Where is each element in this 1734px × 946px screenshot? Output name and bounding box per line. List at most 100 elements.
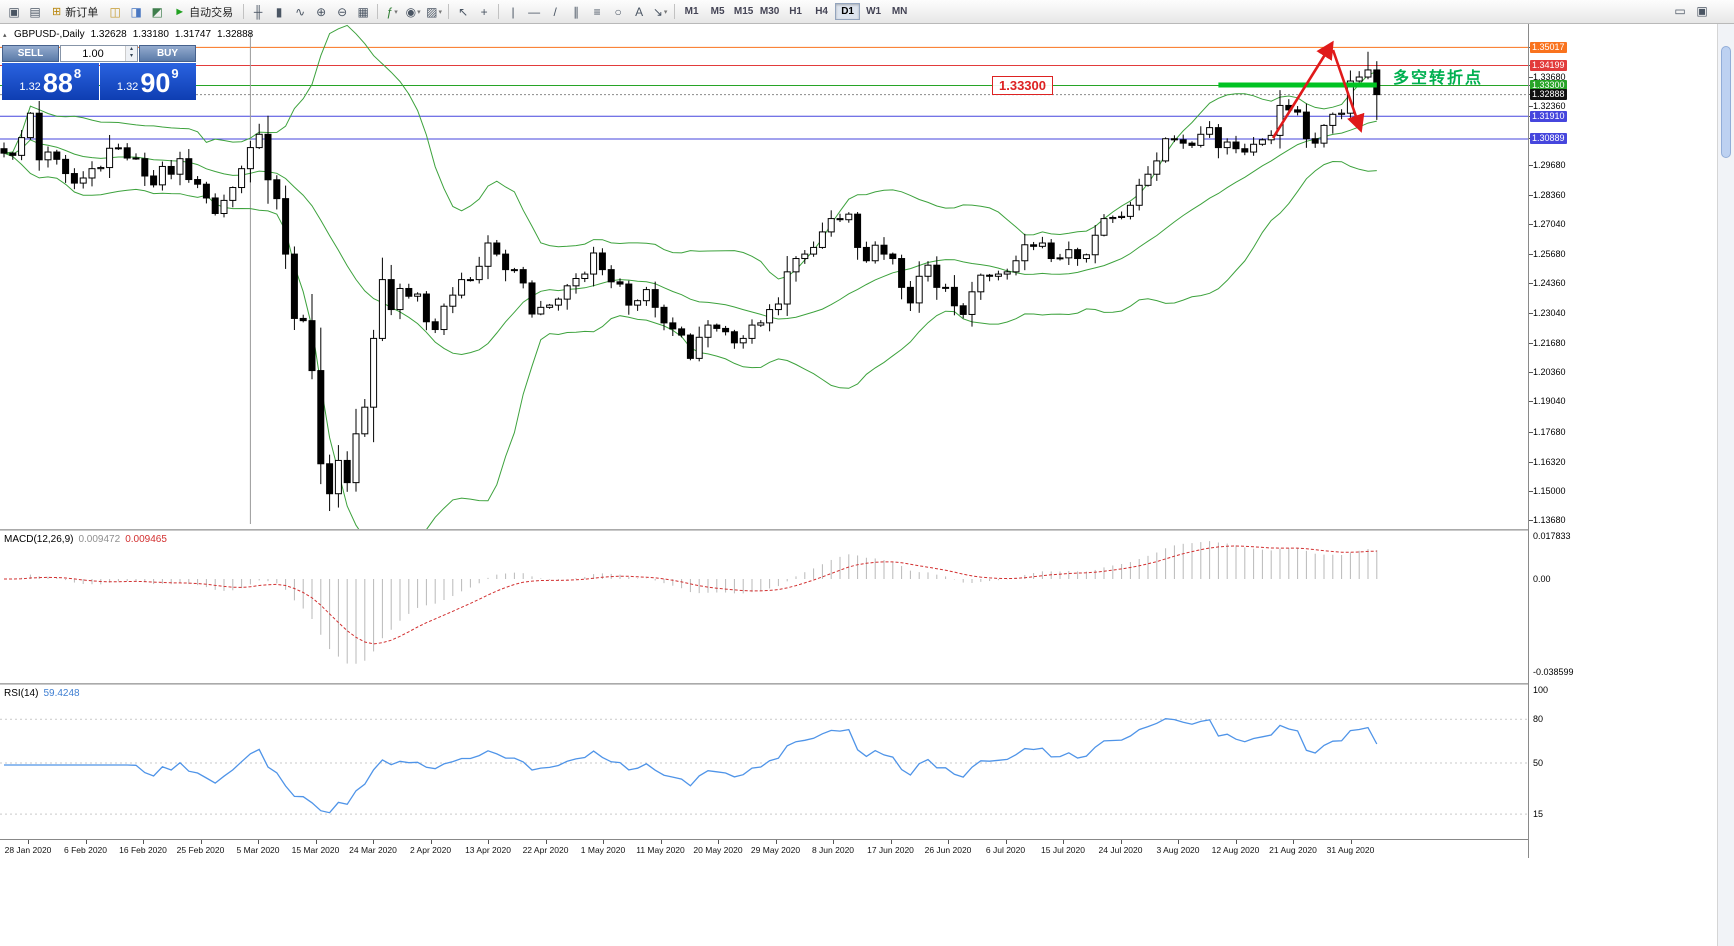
timeframe-m1[interactable]: M1 xyxy=(684,6,699,17)
date-tick xyxy=(1293,840,1294,844)
pane-separator[interactable] xyxy=(0,529,1568,531)
bars-chart-icon[interactable]: ╫ xyxy=(248,3,268,21)
date-axis-label: 6 Jul 2020 xyxy=(985,845,1026,855)
templates-icon[interactable]: ▨ ▾ xyxy=(424,3,444,21)
timeframe-m15[interactable]: M15 xyxy=(733,6,754,17)
text-tool-icon[interactable]: A xyxy=(629,3,649,21)
close-value: 1.32888 xyxy=(217,29,254,40)
crosshair-icon[interactable]: + xyxy=(474,3,494,21)
volume-input[interactable] xyxy=(61,46,125,61)
new-chart-icon[interactable]: ▣ xyxy=(4,3,24,21)
date-axis-label: 15 Mar 2020 xyxy=(291,845,340,855)
timeframe-w1[interactable]: W1 xyxy=(866,6,882,17)
timeframe-m30[interactable]: M30 xyxy=(759,6,780,17)
toolbar-separator xyxy=(243,4,245,19)
date-axis-label: 2 Apr 2020 xyxy=(409,845,452,855)
line-chart-icon[interactable]: ∿ xyxy=(290,3,310,21)
date-axis-label: 15 Jul 2020 xyxy=(1041,845,1085,855)
terminal-icon[interactable]: ◩ xyxy=(147,3,167,21)
date-axis-label: 16 Feb 2020 xyxy=(119,845,167,855)
volume-down-icon[interactable]: ▾ xyxy=(129,53,133,59)
window-layout-icon[interactable]: ▣ xyxy=(1696,4,1708,18)
date-tick xyxy=(1063,840,1064,844)
candles-layer xyxy=(0,51,1381,512)
shapes-tool-icon[interactable]: ○ xyxy=(608,3,628,21)
vertical-scrollbar[interactable] xyxy=(1717,24,1734,946)
date-axis[interactable]: 28 Jan 2020 6 Feb 2020 16 Feb 2020 25 Feb 2… xyxy=(0,840,1568,858)
turning-point-annotation[interactable]: 多空转折点 xyxy=(1393,70,1484,87)
candles-chart-icon[interactable]: ▮ xyxy=(269,3,289,21)
new-order-button[interactable]: ⊞ 新订单 xyxy=(46,3,104,21)
main-toolbar: ▣ ▤ ⊞ 新订单 ◫ ◨ ◩ ► 自动交易 ╫ ▮ ∿ ⊕ ⊖ ▦ ƒ ▾ ◉ ▾ ▨ ▾ ↖ + | — / ∥ ≡ ○ A ↘ ▾ M1 M… xyxy=(0,0,1734,24)
volume-up-icon[interactable]: ▴ xyxy=(129,46,133,52)
hline-tool-icon[interactable]: — xyxy=(524,3,544,21)
zoom-out-icon[interactable]: ⊖ xyxy=(332,3,352,21)
rsi-pane[interactable]: RSI(14) 59.4248 xyxy=(0,685,1528,839)
templates-icon-glyph: ▨ xyxy=(426,4,438,19)
macd-pane[interactable]: MACD(12,26,9) 0.009472 0.009465 xyxy=(0,531,1528,683)
price-chart-canvas[interactable] xyxy=(0,24,1528,530)
timeframe-h1[interactable]: H1 xyxy=(789,6,802,17)
chevron-down-icon: ▾ xyxy=(417,8,421,16)
indicators-icon[interactable]: ƒ ▾ xyxy=(382,3,402,21)
price-axis-label: 1.32888 xyxy=(1530,89,1567,101)
sell-price-box[interactable]: 1.32 88 8 xyxy=(2,63,99,100)
buy-price-box[interactable]: 1.32 90 9 xyxy=(99,63,196,100)
timeframe-h4[interactable]: H4 xyxy=(815,6,828,17)
vline-tool-icon[interactable]: | xyxy=(503,3,523,21)
one-click-trading-panel: SELL ▴ ▾ BUY 1.32 88 8 1.32 xyxy=(2,45,196,100)
date-tick xyxy=(1235,840,1237,844)
line-chart-icon-glyph: ∿ xyxy=(295,4,306,19)
scrollbar-thumb[interactable] xyxy=(1721,46,1731,158)
window-dock-icon[interactable]: ▭ xyxy=(1674,4,1686,18)
macd-canvas[interactable] xyxy=(0,531,1528,683)
price-level-annotation[interactable]: 1.33300 xyxy=(992,76,1053,95)
high-value: 1.33180 xyxy=(132,29,169,40)
tile-windows-icon[interactable]: ▦ xyxy=(353,3,373,21)
symbol-period-label: GBPUSD-,Daily xyxy=(14,29,85,40)
macd-main-value: 0.009472 xyxy=(78,534,121,545)
rsi-axis-label: 100 xyxy=(1533,684,1549,695)
trendline-tool-icon[interactable]: / xyxy=(545,3,565,21)
price-axis[interactable]: 1.35017 1.34199 1.33680 1.33300 1.32888 1.323… xyxy=(1528,24,1574,858)
axis-tick xyxy=(1529,342,1533,344)
marketwatch-icon-glyph: ◫ xyxy=(109,4,121,19)
bollinger-bands xyxy=(3,24,1377,530)
price-chart-pane[interactable]: ▴ GBPUSD-,Daily 1.32628 1.33180 1.31747 … xyxy=(0,24,1528,530)
zoom-in-icon[interactable]: ⊕ xyxy=(311,3,331,21)
date-axis-label: 24 Jul 2020 xyxy=(1098,845,1143,855)
axis-tick xyxy=(1529,372,1533,374)
navigator-icon-glyph: ◨ xyxy=(130,4,142,19)
navigator-icon[interactable]: ◨ xyxy=(126,3,146,21)
date-tick xyxy=(430,840,432,844)
arrows-tool-icon[interactable]: ↘ ▾ xyxy=(650,3,670,21)
periods-icon[interactable]: ◉ ▾ xyxy=(403,3,423,21)
chart-info-line: GBPUSD-,Daily 1.32628 1.33180 1.31747 1.… xyxy=(14,29,253,40)
marketwatch-icon[interactable]: ◫ xyxy=(105,3,125,21)
channel-tool-icon[interactable]: ∥ xyxy=(566,3,586,21)
date-tick xyxy=(258,840,259,844)
axis-tick xyxy=(1529,461,1533,463)
cursor-icon[interactable]: ↖ xyxy=(453,3,473,21)
fibo-tool-icon[interactable]: ≡ xyxy=(587,3,607,21)
timeframe-mn[interactable]: MN xyxy=(891,6,908,17)
date-axis-label: 29 May 2020 xyxy=(750,845,801,855)
text-tool-icon-glyph: A xyxy=(635,4,644,19)
trend-arrow-annotation xyxy=(1271,40,1334,139)
one-click-collapse-icon[interactable]: ▴ xyxy=(3,32,7,39)
axis-tick xyxy=(1529,431,1533,433)
timeframe-m5[interactable]: M5 xyxy=(710,6,725,17)
autotrade-button[interactable]: ► 自动交易 xyxy=(168,3,239,21)
hline-tool-icon-glyph: — xyxy=(528,4,541,19)
pane-separator[interactable] xyxy=(0,683,1568,685)
buy-button[interactable]: BUY xyxy=(139,45,196,62)
sell-button[interactable]: SELL xyxy=(2,45,59,62)
date-axis-label: 17 Jun 2020 xyxy=(867,845,914,855)
open-value: 1.32628 xyxy=(90,29,127,40)
price-axis-label: 1.19040 xyxy=(1533,396,1566,407)
timeframe-d1[interactable]: D1 xyxy=(835,3,861,20)
date-tick xyxy=(890,840,892,844)
rsi-canvas[interactable] xyxy=(0,685,1528,839)
profiles-window-icon[interactable]: ▤ xyxy=(25,3,45,21)
